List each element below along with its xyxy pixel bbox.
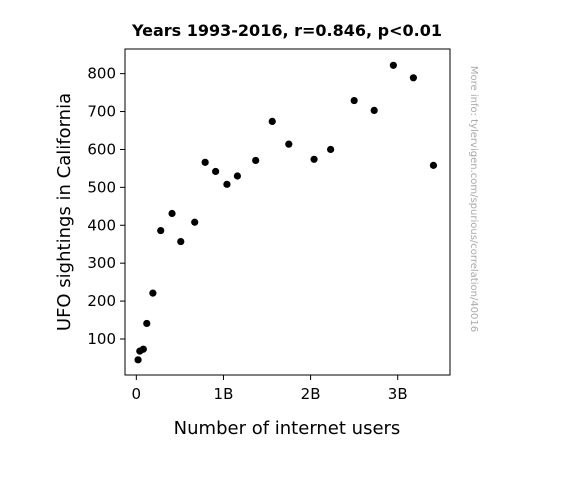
data-point [233,172,241,180]
data-point [350,96,358,105]
y-tick-label: 800 [87,65,116,83]
plot-area [124,48,451,376]
data-point [149,289,157,297]
y-tick-label: 700 [87,103,116,121]
data-point [201,158,209,166]
data-point [223,180,231,188]
x-tick-label: 0 [132,385,142,403]
data-point [157,226,165,235]
y-axis-label: UFO sightings in California [54,93,75,331]
y-tick-label: 100 [87,330,116,348]
data-points [134,61,438,364]
data-point [285,140,293,148]
data-point [268,117,276,126]
data-point [143,319,151,328]
data-point [134,356,142,364]
data-point [191,218,199,226]
x-axis: 0 1B 2B 3B [132,375,408,403]
data-point [212,167,220,176]
data-point [429,161,438,169]
data-point [139,345,147,353]
data-point [310,155,318,163]
source-note: More info: tylervigen.com/spurious/corre… [468,66,479,332]
data-point [389,61,397,69]
y-tick-label: 200 [87,292,116,310]
x-axis-label: Number of internet users [174,418,401,439]
y-axis: 100 200 300 400 500 600 700 800 [87,65,125,348]
data-point [177,237,185,246]
data-point [252,156,260,165]
y-tick-label: 400 [87,216,116,234]
data-point [168,209,176,218]
x-tick-label: 2B [301,385,321,403]
y-tick-label: 500 [87,178,116,196]
y-tick-label: 600 [87,140,116,158]
y-tick-label: 300 [87,254,116,272]
chart-title: Years 1993-2016, r=0.846, p<0.01 [131,21,442,40]
data-point [409,74,418,82]
x-tick-label: 1B [214,385,234,403]
data-point [370,106,378,115]
x-tick-label: 3B [388,385,408,403]
data-point [327,145,335,154]
